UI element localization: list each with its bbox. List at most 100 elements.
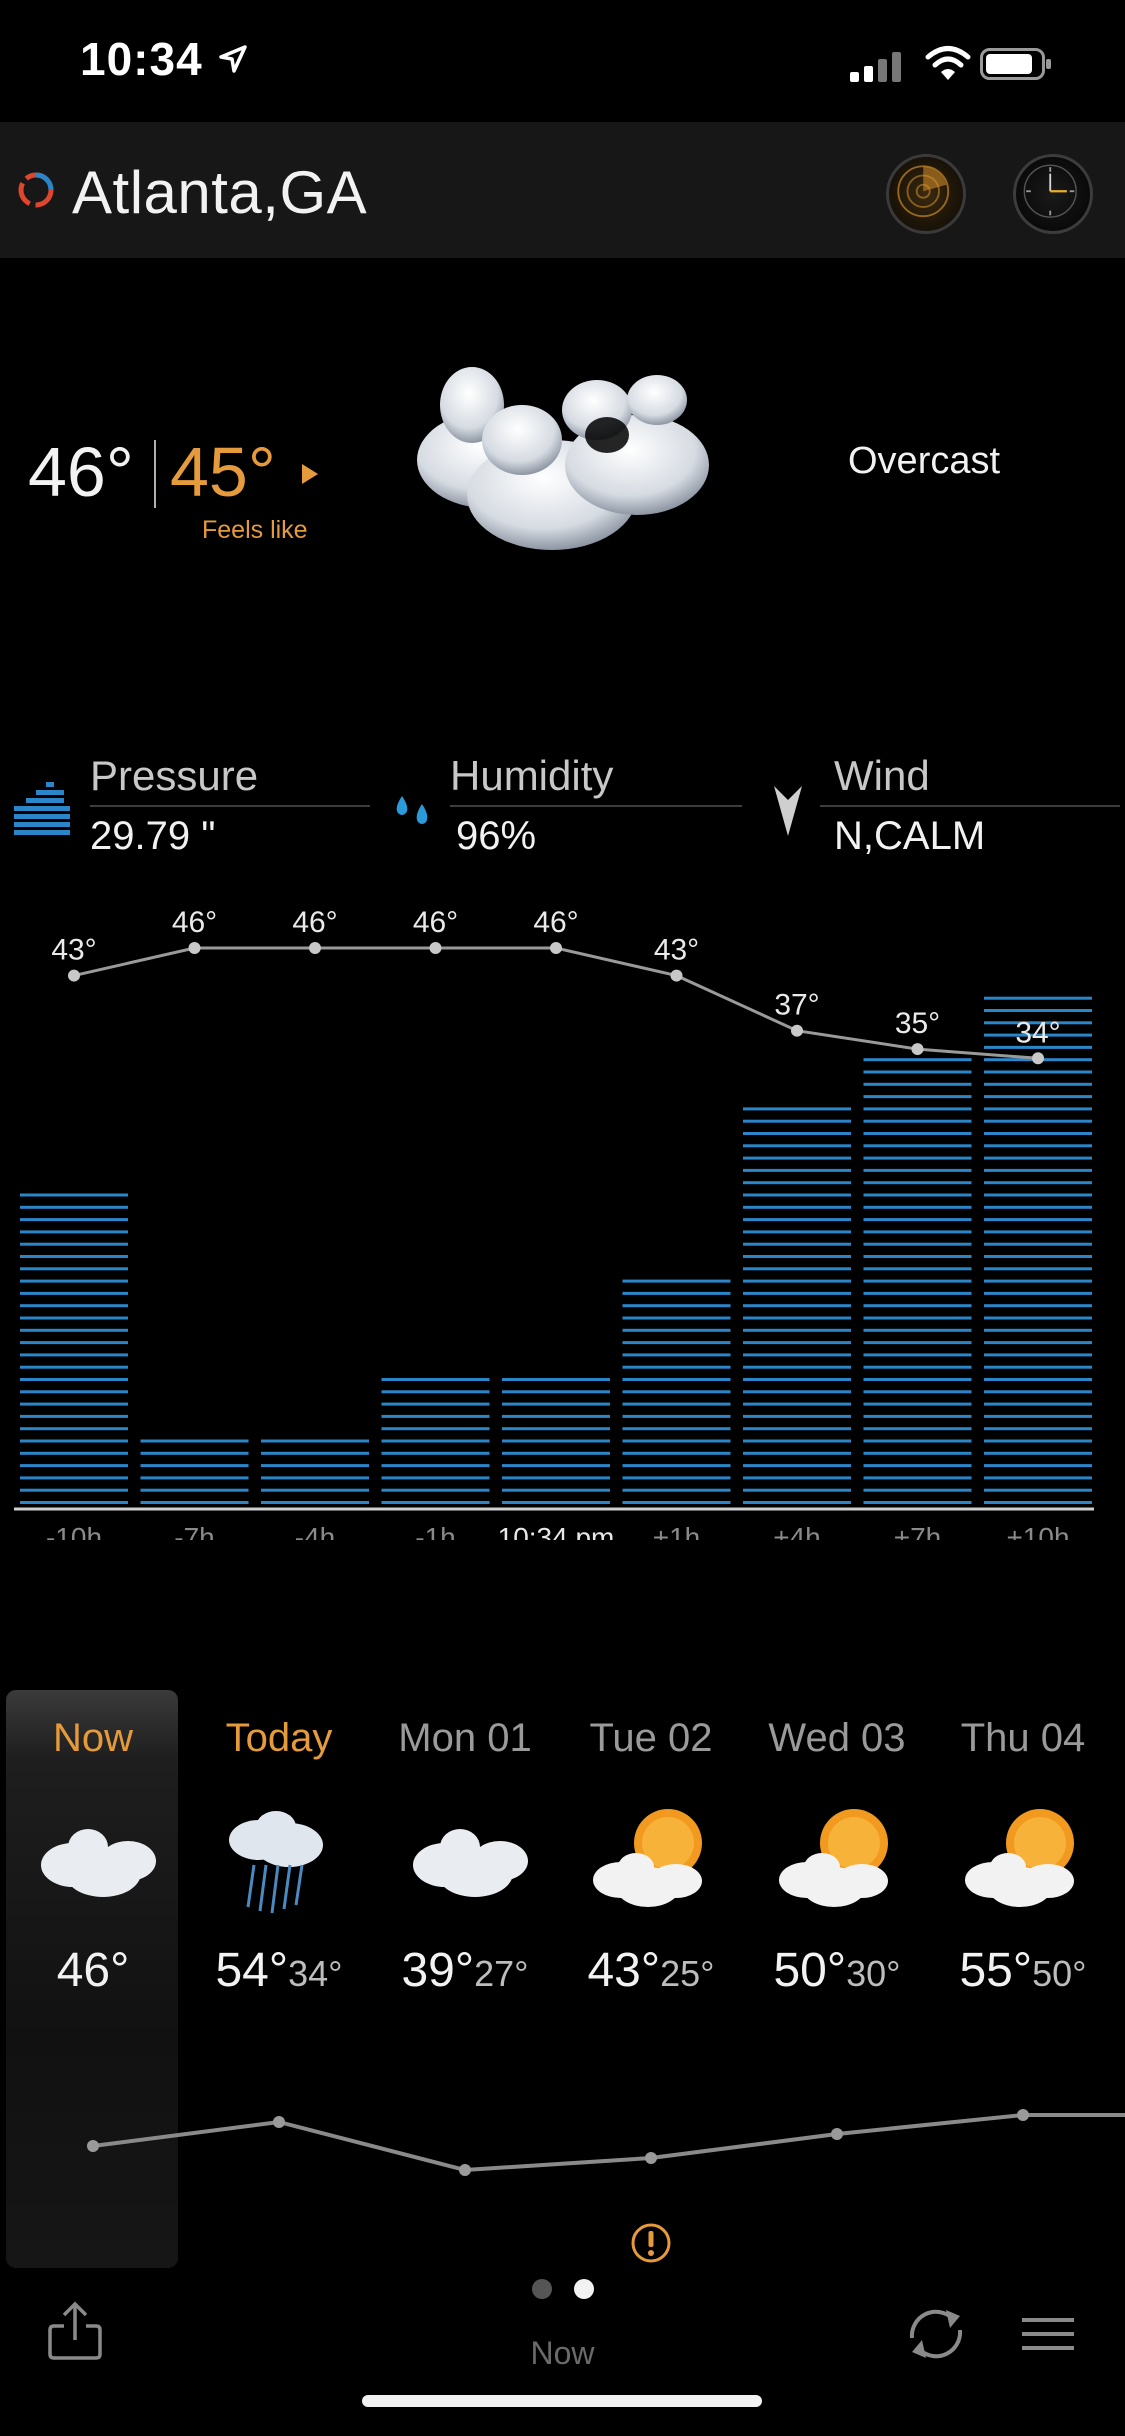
pressure-divider [90,805,370,807]
forecast-high: 43° [587,1944,661,1997]
temperature-label: 37° [774,989,819,1022]
page-indicator-dot-active[interactable] [574,2279,594,2299]
hourly-bar [140,1439,249,1504]
now-column-highlight [6,1690,178,2268]
forecast-high: 39° [401,1944,475,1997]
temperature-point [429,942,442,954]
forecast-day[interactable]: Tue 02 43°25° [558,1716,744,1998]
temperature-point [188,942,201,954]
temperature-trend-line [87,2109,1125,2176]
temperature-point [670,969,683,982]
wind-value: N,CALM [834,814,986,858]
clock-icon [1023,164,1077,218]
temperature-label: 43° [51,934,96,967]
hour-tick-label: -4h [295,1522,335,1540]
trend-point [645,2152,657,2164]
overcast-cloud-icon [417,367,709,550]
forecast-day[interactable]: Now 46° [0,1716,186,1998]
forecast-day-name: Wed 03 [768,1716,906,1760]
partly-sunny-icon [779,1809,888,1907]
humidity-value: 96% [456,814,537,858]
hourly-chart: 43° 46° 46° 46° 46° 43° 37° 35° 34° -10h -7h -4h -1h… [14,906,1094,1540]
hour-tick-label: -1h [415,1522,455,1540]
temperature-label: 35° [895,1007,940,1040]
temperature-label: 46° [172,906,217,939]
forecast-high: 50° [773,1944,847,1997]
share-icon[interactable] [46,2300,104,2362]
condition-text: Overcast [848,440,1001,482]
play-arrow-icon[interactable] [300,462,320,486]
menu-icon[interactable] [1020,2314,1076,2354]
temperature-point [911,1043,924,1056]
humidity-label: Humidity [450,752,614,799]
wind-divider [820,805,1120,807]
trend-point [459,2164,471,2176]
hour-tick-label: +7h [894,1522,942,1540]
location-name[interactable]: Atlanta,GA [72,159,368,226]
home-indicator[interactable] [362,2395,762,2407]
temperature-point [550,942,562,954]
forecast-day-name: Now [52,1716,134,1760]
feels-like-temperature[interactable]: 45° [170,433,276,511]
overcast-icon [41,1829,156,1897]
page-indicator-dot[interactable] [532,2279,552,2299]
hour-tick-label: +1h [653,1522,701,1540]
forecast-temperatures: 50°30° [744,1943,930,1998]
partly-sunny-icon [593,1809,702,1907]
wind-direction-icon [774,786,802,836]
hour-tick-label: +10h [1006,1522,1069,1540]
radar-icon [897,165,950,218]
refresh-icon[interactable] [900,2302,972,2366]
hourly-bar [984,996,1092,1504]
rain-icon [229,1811,323,1914]
forecast-high: 54° [215,1944,289,1997]
current-page-label: Now [530,2335,595,2371]
forecast-temperatures: 55°50° [930,1943,1116,1998]
temperature-point [791,1024,803,1037]
forecast-temperatures: 54°34° [186,1943,372,1998]
location-settings-icon[interactable] [12,166,60,214]
hour-tick-label: +4h [773,1522,821,1540]
hour-tick-label: -7h [174,1522,214,1540]
cloudy-icon [413,1829,528,1897]
forecast-high: 55° [959,1944,1033,1997]
hourly-bar [863,1058,972,1504]
trend-point [273,2116,285,2128]
trend-point [831,2128,843,2140]
status-time: 10:34 [80,33,203,85]
hourly-bar [20,1193,128,1504]
forecast-low: 34° [288,1953,343,1994]
hourly-bar [261,1439,369,1504]
alert-icon[interactable] [630,2222,672,2264]
forecast-day[interactable]: Thu 04 55°50° [930,1716,1116,1998]
forecast-day-name: Thu 04 [960,1716,1086,1760]
pressure-icon [14,782,70,835]
signal-icon [850,52,901,82]
forecast-day[interactable]: Today 54°34° [186,1716,372,1998]
forecast-day[interactable]: Wed 03 50°30° [744,1716,930,1998]
forecast-temperatures: 46° [0,1943,186,1998]
temperature-label: 43° [654,934,699,967]
forecast-low: 25° [660,1953,715,1994]
forecast-day[interactable]: Mon 01 39°27° [372,1716,558,1998]
location-arrow-icon [219,45,247,73]
radar-button[interactable] [886,154,966,234]
temperature-label: 46° [413,906,458,939]
hour-tick-label: 10:34 pm [498,1522,615,1540]
temperature-label: 46° [533,906,578,939]
temperature-line [73,946,1039,1060]
forecast-low: 50° [1032,1953,1087,1994]
hourly-bar [502,1378,610,1504]
hour-tick-label: -10h [46,1522,102,1540]
wind-label: Wind [834,752,930,799]
clock-button[interactable] [1013,154,1093,234]
pressure-value: 29.79 " [90,814,216,858]
forecast-day-name: Tue 02 [589,1716,713,1760]
wifi-icon [925,46,971,80]
pressure-label: Pressure [90,752,259,799]
humidity-drops-icon [396,796,428,824]
temperature-label: 34° [1015,1016,1060,1049]
humidity-divider [450,805,742,807]
hourly-bar [381,1378,490,1504]
partly-sunny-icon [965,1809,1074,1907]
